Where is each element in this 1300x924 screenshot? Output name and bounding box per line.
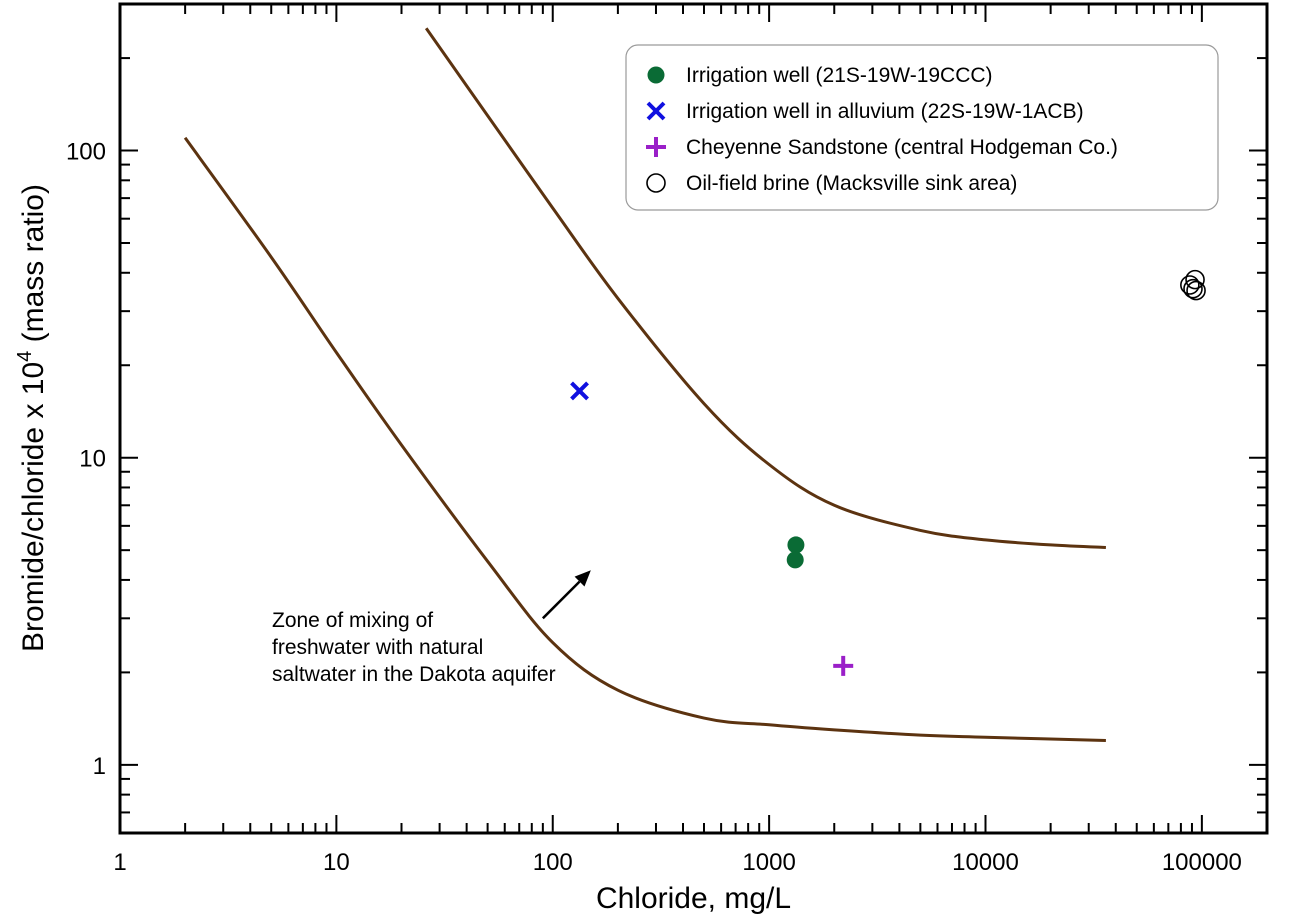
axes: 1 10 100 1000 10000 100000 1 10 100 Chloride, mg/… <box>14 2 1269 915</box>
y-axis-title: Bromide/chloride x 104 (mass ratio) <box>14 184 50 652</box>
x-tick-label: 1 <box>113 849 126 876</box>
legend-marker-stroke <box>646 101 666 121</box>
y-axis-title-tail: (mass ratio) <box>17 184 50 351</box>
legend-marker <box>647 66 665 84</box>
x-tick-label: 10 <box>323 849 350 876</box>
legend-marker <box>646 173 666 193</box>
legend-box <box>625 44 1219 211</box>
y-tick-label: 100 <box>66 139 106 166</box>
x-tick-label: 100000 <box>1162 849 1242 876</box>
data-point-series-0 <box>787 536 805 554</box>
data-point-series-3 <box>1183 278 1203 299</box>
mixing-curve-upper <box>424 27 1106 549</box>
y-axis-title-main: Bromide/chloride x 10 <box>17 362 50 652</box>
annotation-arrow-shaft <box>541 580 581 620</box>
y-tick-label: 1 <box>93 753 106 780</box>
plot-frame <box>118 2 1269 835</box>
annotation-line: freshwater with natural <box>272 636 483 659</box>
legend-marker <box>646 137 666 157</box>
legend-marker <box>646 101 666 121</box>
data-point-series-0 <box>786 551 804 569</box>
annotation-line: saltwater in the Dakota aquifer <box>272 663 556 686</box>
x-tick-label: 1000 <box>742 849 795 876</box>
mixing-curves <box>183 27 1106 742</box>
legend-label: Irrigation well (21S-19W-19CCC) <box>686 64 993 87</box>
legend-label: Oil-field brine (Macksville sink area) <box>686 172 1017 195</box>
annotation: Zone of mixing of freshwater with natural… <box>272 570 591 686</box>
data-point-series-3 <box>1180 275 1200 295</box>
legend: Irrigation well (21S-19W-19CCC) Irrigatio… <box>625 44 1219 211</box>
x-tick-label: 10000 <box>952 849 1019 876</box>
data-point-series-1 <box>570 381 589 401</box>
annotation-arrow-head <box>574 570 591 587</box>
legend-label: Cheyenne Sandstone (central Hodgeman Co.… <box>686 136 1118 159</box>
data-point-series-3 <box>1186 280 1206 301</box>
y-tick-label: 10 <box>79 446 106 473</box>
mixing-curve-lower <box>183 136 1106 742</box>
data-points <box>570 269 1206 676</box>
annotation-line: Zone of mixing of <box>272 609 433 632</box>
x-axis-title: Chloride, mg/L <box>596 882 791 915</box>
x-tick-label: 100 <box>533 849 573 876</box>
data-point-series-1-stroke <box>570 381 589 401</box>
y-axis-title-superscript: 4 <box>14 351 36 362</box>
data-point-series-2 <box>833 655 854 676</box>
legend-label: Irrigation well in alluvium (22S-19W-1AC… <box>686 100 1084 123</box>
data-point-series-3 <box>1185 269 1205 290</box>
